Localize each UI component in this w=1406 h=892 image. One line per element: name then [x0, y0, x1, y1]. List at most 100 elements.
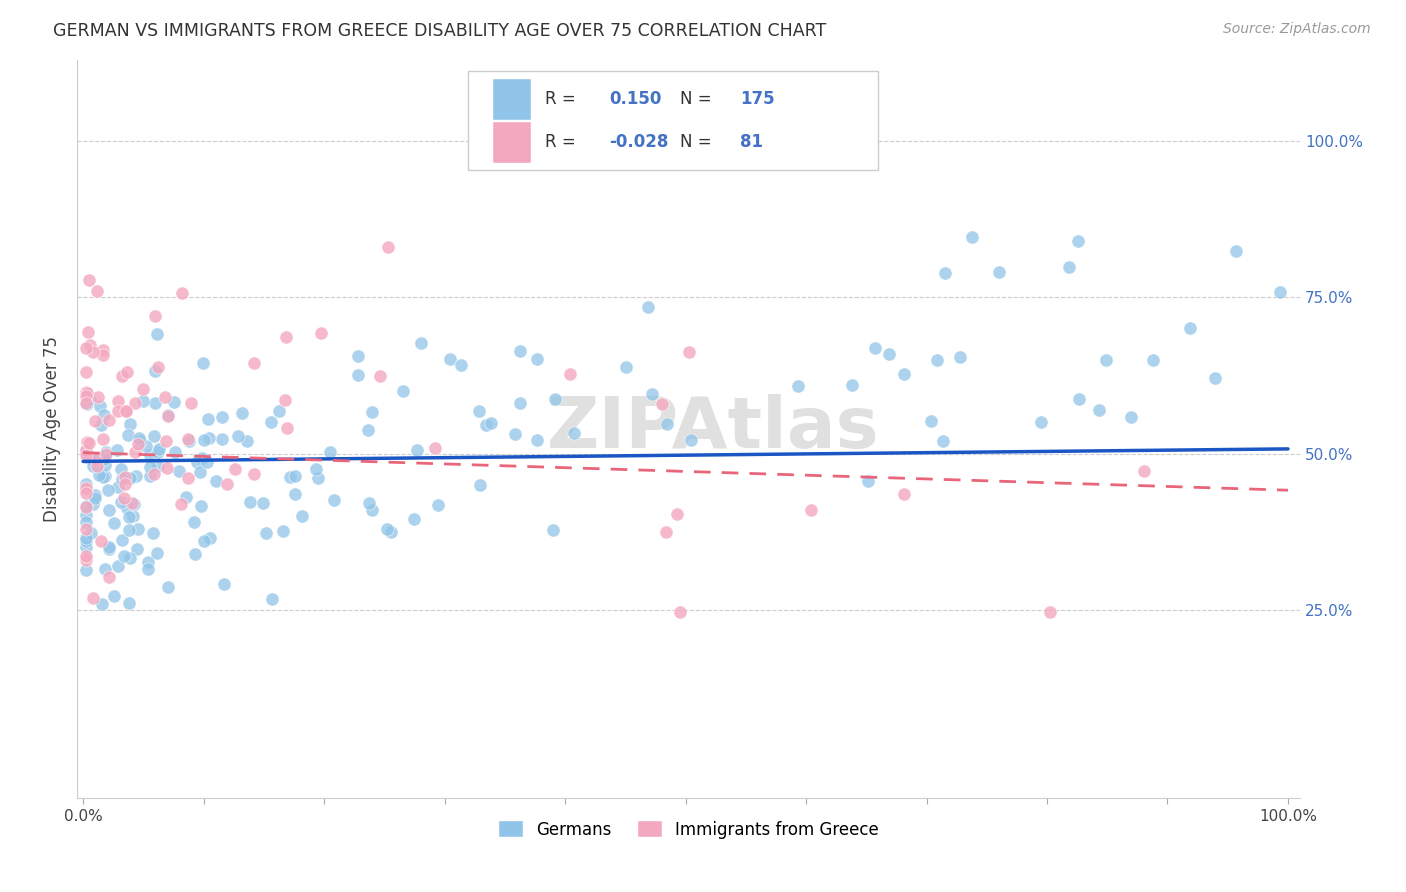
Point	[75, 481, 97, 495]
Point	[252, 495, 274, 509]
Point	[115, 403, 138, 417]
Point	[322, 492, 344, 507]
Point	[183, 547, 205, 561]
FancyBboxPatch shape	[492, 120, 531, 163]
Point	[657, 417, 679, 432]
Point	[1268, 285, 1291, 300]
Point	[128, 431, 150, 445]
Point	[75, 499, 97, 513]
Point	[1121, 410, 1143, 425]
Point	[114, 403, 136, 417]
Point	[309, 326, 332, 340]
Point	[183, 515, 205, 529]
Point	[79, 450, 101, 465]
Point	[107, 558, 129, 573]
Point	[124, 396, 146, 410]
Point	[142, 526, 165, 541]
Text: GERMAN VS IMMIGRANTS FROM GREECE DISABILITY AGE OVER 75 CORRELATION CHART: GERMAN VS IMMIGRANTS FROM GREECE DISABIL…	[53, 22, 827, 40]
Point	[82, 458, 104, 473]
Point	[170, 498, 193, 512]
Point	[87, 390, 110, 404]
Point	[97, 412, 120, 426]
Text: Source: ZipAtlas.com: Source: ZipAtlas.com	[1223, 22, 1371, 37]
Point	[479, 417, 502, 431]
Point	[82, 497, 104, 511]
Text: 81: 81	[740, 133, 763, 151]
Point	[361, 503, 384, 517]
Point	[77, 387, 100, 401]
Point	[122, 497, 145, 511]
Text: R =: R =	[546, 133, 582, 151]
Point	[132, 382, 155, 396]
Point	[177, 471, 200, 485]
Point	[107, 480, 129, 494]
Point	[148, 359, 170, 374]
Point	[127, 541, 149, 556]
Point	[186, 455, 208, 469]
Point	[191, 450, 214, 465]
Point	[121, 495, 143, 509]
Point	[276, 421, 298, 435]
Point	[127, 522, 149, 536]
Point	[214, 576, 236, 591]
Point	[231, 406, 253, 420]
Point	[450, 359, 472, 373]
Point	[347, 368, 370, 383]
Point	[75, 563, 97, 577]
Point	[94, 562, 117, 576]
Point	[75, 385, 97, 400]
Point	[960, 230, 983, 244]
Point	[167, 464, 190, 478]
Point	[77, 435, 100, 450]
Point	[148, 442, 170, 457]
Point	[111, 472, 134, 486]
Point	[136, 555, 159, 569]
Point	[76, 435, 98, 450]
Point	[1133, 464, 1156, 478]
Point	[224, 462, 246, 476]
Point	[76, 386, 98, 401]
Point	[666, 507, 689, 521]
Text: 175: 175	[740, 90, 775, 108]
Point	[197, 412, 219, 426]
Point	[93, 468, 115, 483]
Point	[509, 343, 531, 358]
Point	[157, 408, 180, 422]
Point	[118, 417, 141, 431]
Point	[193, 534, 215, 549]
Point	[115, 365, 138, 379]
Point	[475, 417, 498, 432]
Point	[193, 434, 215, 448]
Point	[198, 431, 221, 445]
Point	[124, 445, 146, 459]
Point	[146, 444, 169, 458]
Point	[243, 467, 266, 481]
Point	[75, 552, 97, 566]
Point	[1225, 244, 1247, 258]
Point	[86, 284, 108, 298]
Point	[79, 338, 101, 352]
Point	[949, 350, 972, 364]
Point	[112, 549, 135, 563]
Point	[411, 336, 433, 351]
Text: N =: N =	[681, 90, 717, 108]
Point	[163, 395, 186, 409]
Point	[678, 345, 700, 359]
Point	[139, 459, 162, 474]
Point	[139, 468, 162, 483]
Point	[211, 410, 233, 425]
Point	[118, 551, 141, 566]
Point	[103, 589, 125, 603]
Point	[377, 240, 399, 254]
Point	[934, 266, 956, 280]
Point	[75, 389, 97, 403]
Point	[274, 392, 297, 407]
Point	[97, 483, 120, 497]
Point	[856, 475, 879, 489]
Point	[1029, 415, 1052, 429]
Point	[105, 442, 128, 457]
Point	[155, 434, 177, 448]
Point	[260, 415, 283, 429]
Text: 0.150: 0.150	[609, 90, 661, 108]
Point	[94, 445, 117, 459]
